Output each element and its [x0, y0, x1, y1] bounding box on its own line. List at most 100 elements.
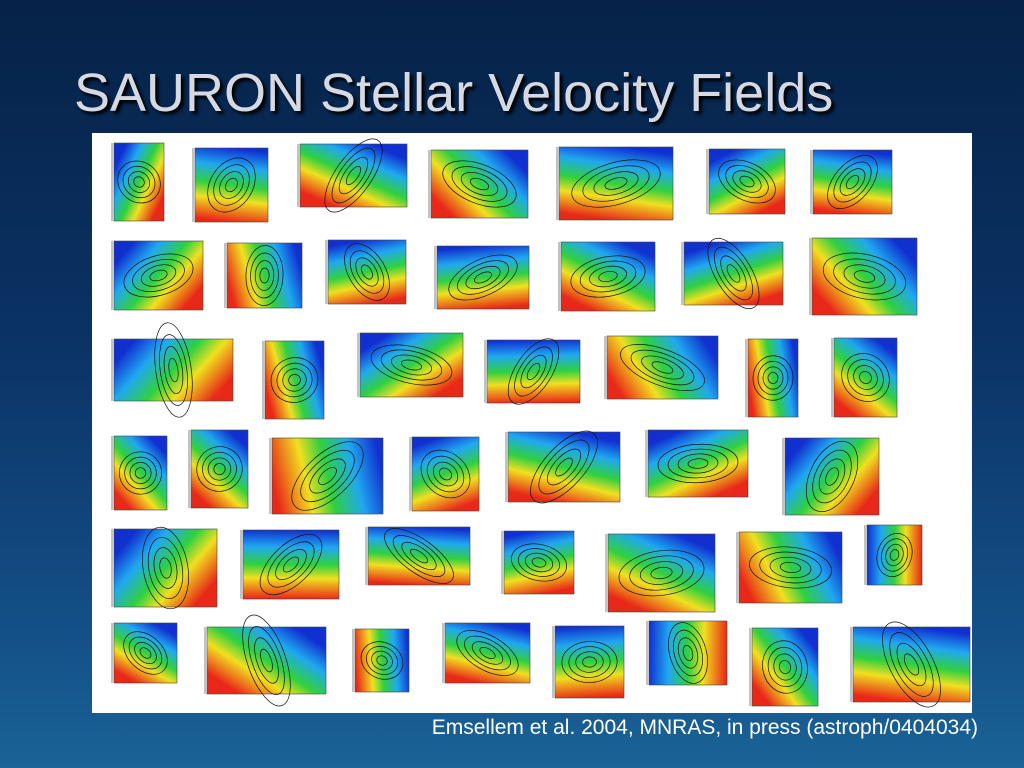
contour: [291, 441, 364, 511]
contour: [142, 526, 189, 610]
contour: [762, 366, 784, 390]
contour: [250, 252, 279, 299]
contour: [779, 561, 802, 574]
panel-frame: [738, 531, 843, 604]
contour: [520, 354, 547, 389]
panel-frame: [113, 142, 165, 222]
contour: [726, 264, 741, 283]
slide-caption: Emsellem et al. 2004, MNRAS, in press (a…: [431, 716, 978, 739]
contour: [267, 541, 315, 588]
contour: [818, 458, 846, 495]
contour: [392, 535, 446, 577]
contour: [773, 653, 797, 681]
contour: [530, 430, 598, 504]
panel-frame: [113, 528, 218, 608]
contour: [390, 354, 433, 376]
contour: [575, 651, 604, 673]
contour: [432, 461, 459, 487]
contour: [288, 374, 301, 386]
panel-frame: [558, 146, 674, 221]
contour: [448, 254, 518, 301]
contour: [225, 177, 238, 193]
contour: [639, 561, 684, 585]
contour: [620, 344, 705, 391]
contour: [242, 614, 291, 707]
contour: [442, 160, 517, 208]
contour: [129, 462, 152, 484]
contour: [568, 646, 611, 678]
velocity-panel: [552, 625, 625, 699]
panel-frame: [811, 237, 918, 316]
contour: [859, 371, 872, 384]
contour: [380, 349, 443, 381]
panel-frame: [367, 526, 471, 586]
panel-frame: [113, 240, 204, 311]
velocity-panel: [736, 531, 843, 604]
contour: [507, 338, 560, 405]
contour: [561, 641, 618, 683]
contour: [276, 362, 313, 398]
contour: [360, 641, 404, 680]
panel-frame: [226, 242, 303, 309]
contour: [128, 636, 163, 670]
velocity-panel: [262, 340, 325, 420]
contour: [889, 632, 934, 697]
contour: [853, 270, 876, 283]
contour: [882, 621, 941, 708]
contour: [119, 451, 162, 495]
contour: [579, 260, 637, 293]
panel-frame: [784, 437, 880, 516]
contour: [767, 372, 779, 384]
contour: [254, 260, 275, 291]
velocity-panel: [352, 628, 410, 693]
velocity-panel: [325, 239, 407, 305]
velocity-panel: [111, 622, 178, 684]
velocity-panel: [681, 237, 784, 310]
contour: [876, 533, 913, 577]
contour: [847, 359, 884, 396]
contour: [439, 467, 452, 481]
contour: [514, 346, 553, 397]
contour: [349, 250, 385, 294]
contour: [123, 253, 194, 298]
contour: [196, 446, 243, 492]
velocity-panel: [864, 524, 923, 586]
contour: [759, 551, 822, 584]
velocity-panel: [409, 436, 480, 512]
velocity-panel: [111, 435, 168, 511]
contour: [149, 269, 168, 282]
contour: [260, 648, 273, 673]
velocity-panel: [645, 429, 749, 498]
panel-frame: [113, 622, 178, 684]
contour: [133, 176, 145, 188]
contour: [517, 548, 561, 577]
contour: [134, 467, 147, 479]
velocity-panel: [204, 614, 327, 707]
panel-frame: [444, 622, 531, 684]
contour: [139, 647, 152, 659]
velocity-panel: [269, 437, 384, 515]
contour: [571, 159, 661, 208]
velocity-panel: [646, 620, 728, 686]
panel-frame: [430, 149, 529, 219]
panel-frame: [299, 143, 408, 208]
velocity-panel: [501, 530, 575, 595]
velocity-panel: [111, 142, 165, 222]
contour: [841, 353, 890, 402]
contour: [207, 457, 232, 481]
contour: [426, 455, 465, 493]
velocity-panel: [111, 322, 234, 418]
contour: [779, 660, 791, 674]
contour: [630, 349, 695, 386]
panel-frame: [812, 149, 893, 215]
contour: [460, 172, 499, 196]
contour: [275, 549, 307, 580]
contour: [531, 557, 547, 568]
slide-title: SAURON Stellar Velocity Fields: [74, 63, 834, 123]
contour: [401, 541, 437, 571]
contour: [672, 629, 704, 677]
contour: [401, 359, 422, 371]
contour: [384, 528, 454, 584]
contour: [739, 175, 755, 188]
